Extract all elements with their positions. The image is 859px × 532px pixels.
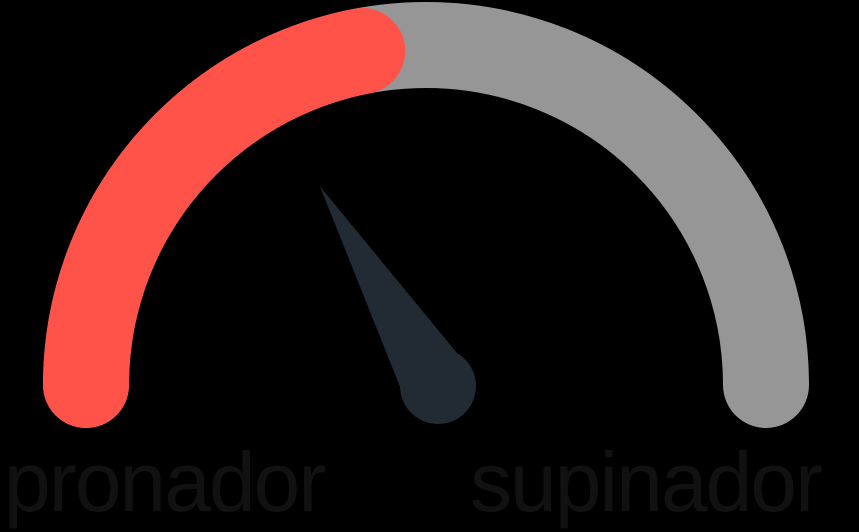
gauge-filled-arc — [43, 8, 406, 428]
gauge-needle-hub — [400, 348, 476, 424]
supinador-label: supinador — [470, 435, 823, 529]
pronador-label: pronador — [4, 435, 326, 529]
gauge-needle — [319, 186, 476, 424]
